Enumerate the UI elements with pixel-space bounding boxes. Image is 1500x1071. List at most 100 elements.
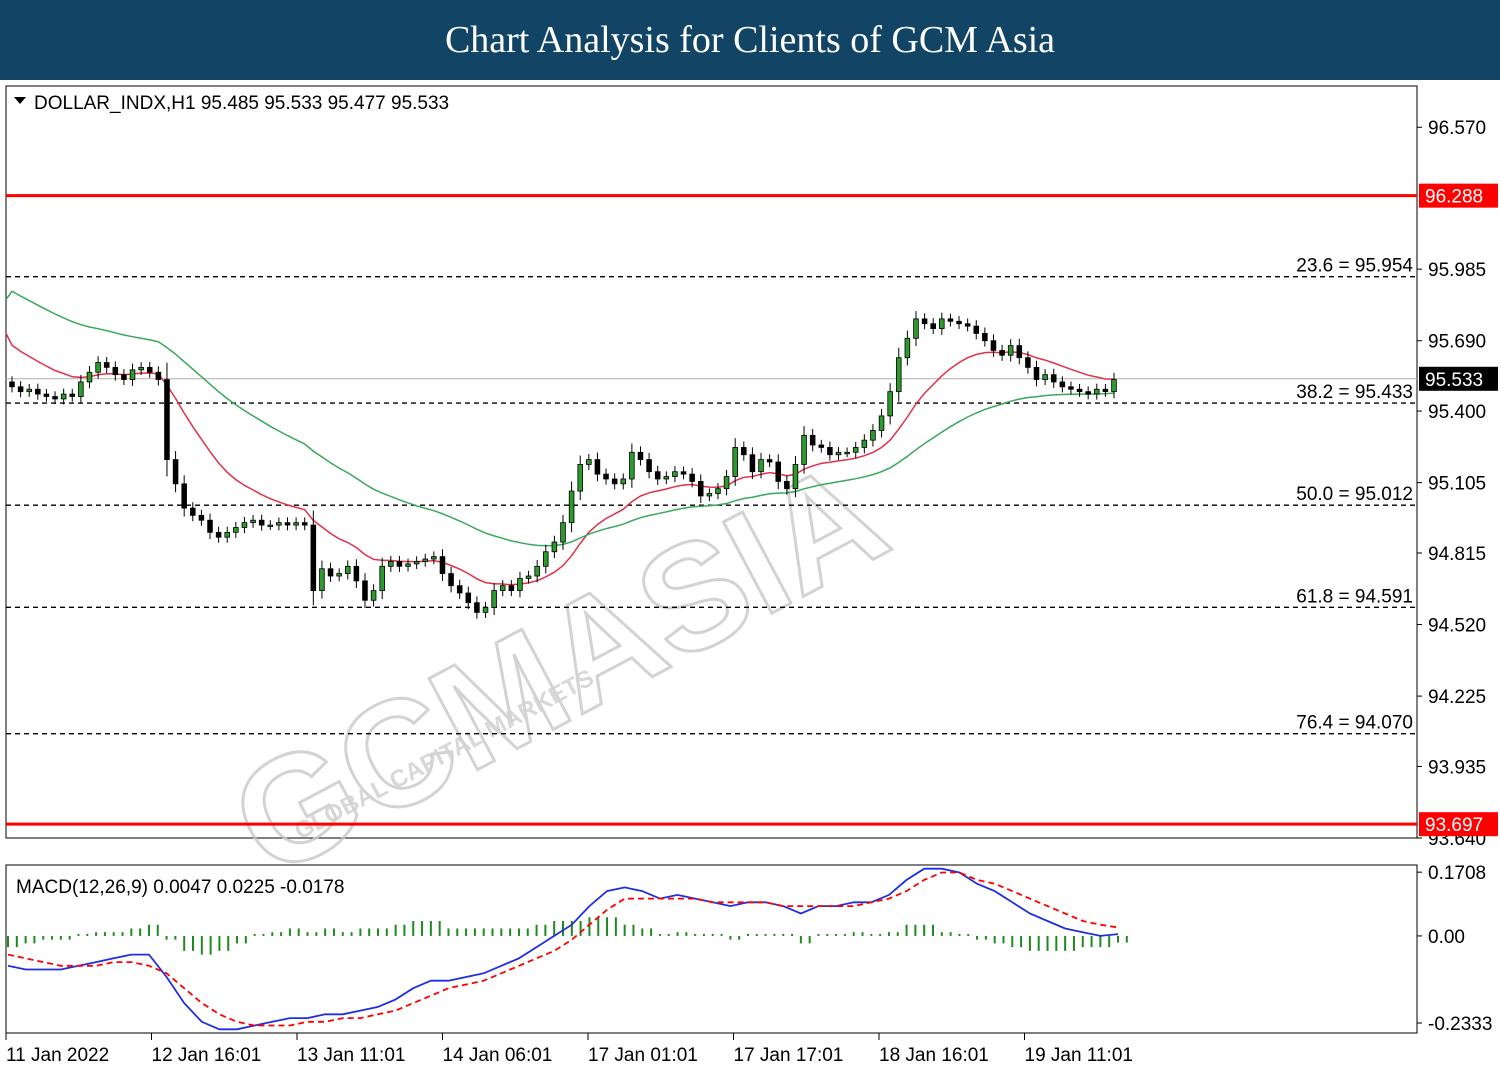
candle: [396, 555, 403, 572]
candle: [852, 441, 859, 458]
level-badge-label: 96.288: [1425, 187, 1483, 208]
candle: [999, 344, 1005, 361]
candle: [52, 391, 58, 405]
candle: [543, 544, 549, 574]
candle: [715, 483, 721, 500]
candle-body: [69, 393, 76, 397]
candle: [327, 562, 334, 582]
candle-body: [654, 471, 661, 480]
price-tick-label: 94.520: [1428, 616, 1486, 637]
header-title: Chart Analysis for Clients of GCM Asia: [444, 19, 1056, 61]
candle: [620, 473, 627, 490]
candle-body: [413, 561, 420, 565]
ma-fast-line: [5, 333, 1115, 586]
candle: [224, 526, 231, 543]
candle: [405, 558, 411, 572]
candle-body: [999, 350, 1005, 356]
candle: [370, 584, 377, 607]
moving-averages: [5, 290, 1115, 586]
price-tick-label: 95.690: [1428, 332, 1486, 353]
candle: [818, 439, 825, 453]
candle: [758, 452, 764, 479]
candle: [809, 429, 816, 452]
candle: [60, 388, 67, 405]
candle: [258, 514, 265, 531]
candle: [43, 388, 50, 402]
time-tick-label: 13 Jan 11:01: [297, 1045, 405, 1066]
candle: [982, 327, 988, 347]
candle: [1102, 384, 1109, 397]
macd-panel: [5, 864, 1418, 1034]
candle: [164, 362, 170, 477]
candle-body: [276, 522, 282, 526]
candle-body: [233, 527, 239, 533]
candle: [654, 465, 661, 485]
candle: [990, 334, 997, 357]
candle: [1068, 381, 1074, 395]
candle-body: [921, 318, 928, 325]
candle-body: [594, 459, 601, 475]
candle: [594, 452, 601, 482]
candle: [1094, 383, 1100, 400]
candle-body: [52, 396, 58, 400]
candle: [525, 570, 532, 584]
candle-body: [164, 379, 170, 460]
candle-body: [344, 565, 351, 574]
candle-body: [1076, 388, 1083, 393]
candle-body: [491, 590, 497, 608]
candle-body: [689, 473, 695, 482]
candle-body: [95, 362, 101, 373]
candle: [465, 586, 472, 610]
candle: [1085, 386, 1091, 400]
candle: [103, 356, 110, 373]
macd-tick-label: 0.00: [1428, 927, 1465, 948]
candle-body: [1033, 366, 1040, 380]
time-tick-label: 12 Jan 16:01: [152, 1045, 262, 1066]
candle-body: [181, 483, 187, 509]
dropdown-triangle-icon[interactable]: [14, 97, 26, 104]
candle-body: [577, 464, 583, 492]
time-axis: 11 Jan 2022 12 Jan 16:01 13 Jan 11:01 14 Ja…: [5, 1033, 1133, 1066]
candle-body: [637, 451, 644, 460]
candle-body: [448, 573, 454, 587]
candle-body: [465, 592, 472, 604]
candle: [629, 443, 635, 488]
candle: [930, 318, 936, 335]
candle: [1016, 338, 1023, 365]
candle-body: [26, 388, 32, 393]
price-axis: 96.570 95.985 95.690 95.400 95.105 94.815 94.5…: [1417, 118, 1498, 850]
candle-body: [422, 558, 429, 562]
candle: [844, 447, 850, 458]
candle: [95, 356, 101, 379]
candle: [1042, 369, 1048, 386]
price-tick-label: 95.400: [1428, 402, 1486, 423]
candle: [284, 517, 291, 531]
candle-body: [1007, 345, 1014, 356]
candle: [878, 408, 885, 438]
candle: [155, 366, 162, 386]
macd-layer: 0.1708 0.00 -0.2333: [7, 863, 1492, 1035]
fibo-label: 61.8 = 94.591: [1296, 586, 1413, 607]
candle: [913, 311, 919, 347]
candle: [138, 362, 144, 376]
candle: [887, 383, 893, 425]
candle: [86, 365, 93, 389]
candle: [319, 560, 325, 599]
candle: [198, 509, 205, 526]
candle-body: [431, 556, 437, 560]
candle: [827, 441, 833, 461]
candle-body: [129, 369, 136, 380]
candle: [551, 535, 558, 559]
candle-body: [887, 391, 893, 417]
candle-body: [1042, 374, 1048, 380]
candle: [611, 473, 618, 490]
candle-body: [103, 362, 110, 368]
candle: [680, 466, 687, 480]
ma-slow-line: [5, 290, 1115, 547]
candle: [775, 454, 782, 490]
candle: [517, 571, 523, 598]
candle-body: [706, 493, 713, 497]
candle: [663, 471, 670, 485]
candle: [491, 583, 497, 615]
